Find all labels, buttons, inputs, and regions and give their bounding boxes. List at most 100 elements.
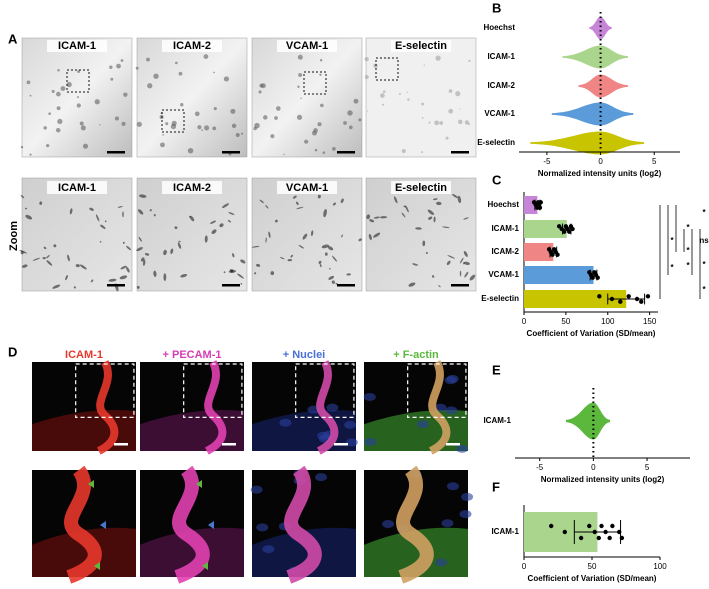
- texture: [46, 260, 53, 266]
- texture: [136, 121, 142, 127]
- panel-letter: A: [8, 31, 18, 46]
- texture: [447, 255, 455, 259]
- data-point: [639, 299, 644, 304]
- texture: [213, 71, 215, 74]
- label-strip: [391, 40, 451, 52]
- texture: [374, 64, 376, 66]
- texture: [141, 257, 145, 262]
- significance-label: *: [686, 223, 690, 232]
- texture: [318, 260, 322, 264]
- texture: [331, 280, 335, 284]
- arrowhead: [202, 562, 208, 570]
- texture: [298, 73, 303, 77]
- data-point: [538, 200, 543, 205]
- x-tick-label: 0: [598, 157, 603, 166]
- data-point: [619, 535, 625, 541]
- texture: [458, 119, 463, 125]
- texture: [452, 193, 458, 199]
- scale-bar: [222, 284, 240, 287]
- texture: [373, 216, 380, 219]
- significance-label: *: [670, 236, 674, 245]
- column-label: ICAM-2: [173, 182, 211, 194]
- x-tick-label: -5: [543, 157, 551, 166]
- texture: [304, 139, 309, 144]
- texture: [204, 235, 208, 243]
- texture: [320, 103, 324, 108]
- texture: [401, 212, 406, 218]
- zoom-box: [75, 363, 135, 419]
- texture: [180, 103, 184, 107]
- texture: [290, 254, 293, 258]
- panel-letter: C: [492, 172, 502, 187]
- texture: [144, 253, 150, 256]
- panel-letter: B: [492, 0, 501, 15]
- x-axis-label: Coefficient of Variation (SD/mean): [528, 574, 657, 583]
- texture: [126, 245, 132, 251]
- texture: [73, 286, 76, 289]
- texture: [189, 215, 195, 222]
- texture: [401, 148, 406, 154]
- category-label: VCAM-1: [488, 270, 519, 279]
- texture: [212, 126, 217, 131]
- x-tick-label: 0: [522, 562, 527, 571]
- zoom-box: [295, 363, 355, 419]
- texture: [114, 116, 119, 121]
- texture: [237, 273, 244, 279]
- texture: [425, 251, 428, 255]
- texture: [463, 250, 468, 257]
- texture: [160, 142, 165, 148]
- bar: [524, 243, 554, 261]
- texture: [448, 89, 453, 93]
- nucleus: [345, 438, 358, 447]
- texture: [463, 261, 465, 265]
- nucleus: [256, 523, 269, 532]
- texture: [379, 216, 388, 219]
- texture: [32, 257, 41, 261]
- texture: [240, 282, 243, 285]
- x-axis-label: Normalized intensity units (log2): [541, 475, 665, 484]
- data-point: [562, 229, 567, 234]
- texture: [343, 121, 347, 125]
- texture: [153, 270, 157, 277]
- data-point: [562, 529, 567, 535]
- texture: [300, 97, 302, 99]
- texture: [433, 198, 438, 201]
- texture: [364, 57, 369, 62]
- texture: [146, 57, 150, 62]
- texture: [21, 264, 28, 268]
- texture: [123, 92, 128, 97]
- column-label: ICAM-1: [58, 40, 96, 52]
- texture: [53, 244, 57, 248]
- texture: [319, 59, 323, 62]
- texture: [153, 73, 159, 79]
- bar: [524, 266, 594, 284]
- texture: [109, 65, 113, 70]
- texture: [57, 118, 63, 125]
- tissue: [252, 527, 356, 577]
- texture: [213, 107, 217, 111]
- zoom-micrograph: [365, 177, 477, 292]
- nucleus: [262, 545, 275, 554]
- texture: [296, 206, 304, 210]
- category-label: ICAM-1: [487, 52, 515, 61]
- texture: [99, 124, 101, 126]
- nucleus: [364, 437, 377, 446]
- texture: [347, 110, 353, 116]
- texture: [405, 205, 409, 213]
- significance-label: *: [686, 246, 690, 255]
- nucleus: [461, 492, 474, 501]
- data-point: [603, 529, 608, 535]
- texture: [80, 125, 86, 131]
- texture: [310, 230, 314, 237]
- texture: [364, 75, 369, 79]
- arrowhead: [208, 521, 214, 529]
- label-strip: [277, 181, 337, 194]
- texture: [177, 242, 182, 249]
- texture: [170, 123, 177, 130]
- column-label: E-selectin: [395, 182, 447, 194]
- micrograph: [136, 37, 248, 158]
- tissue: [32, 527, 136, 577]
- arrowhead: [88, 480, 94, 488]
- nucleus: [459, 510, 472, 519]
- x-tick-label: 5: [652, 157, 657, 166]
